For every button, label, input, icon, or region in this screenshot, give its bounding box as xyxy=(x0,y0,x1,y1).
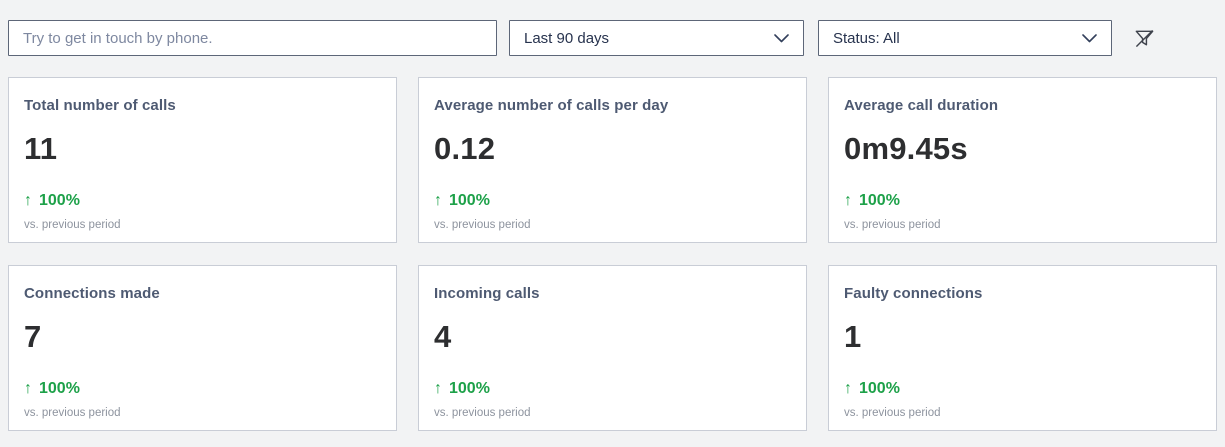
stat-card-avg-calls-per-day: Average number of calls per day 0.12 ↑ 1… xyxy=(418,77,807,243)
trend-up-arrow-icon: ↑ xyxy=(24,380,32,397)
stat-card-total-calls: Total number of calls 11 ↑ 100% vs. prev… xyxy=(8,77,397,243)
trend-percent: 100% xyxy=(859,192,900,209)
card-trend: ↑ 100% xyxy=(844,380,1200,398)
card-title: Faulty connections xyxy=(844,285,983,302)
trend-up-arrow-icon: ↑ xyxy=(844,380,852,397)
card-trend: ↑ 100% xyxy=(434,380,790,398)
comparison-label: vs. previous period xyxy=(844,407,941,419)
comparison-label: vs. previous period xyxy=(24,407,121,419)
stats-card-grid: Total number of calls 11 ↑ 100% vs. prev… xyxy=(8,77,1217,431)
trend-percent: 100% xyxy=(449,380,490,397)
card-title: Connections made xyxy=(24,285,160,302)
stat-card-connections-made: Connections made 7 ↑ 100% vs. previous p… xyxy=(8,265,397,431)
trend-percent: 100% xyxy=(39,192,80,209)
stat-card-avg-call-duration: Average call duration 0m9.45s ↑ 100% vs.… xyxy=(828,77,1217,243)
card-title: Average call duration xyxy=(844,97,999,114)
chevron-down-icon xyxy=(774,33,789,42)
status-value: Status: All xyxy=(833,29,900,47)
clear-filters-button[interactable] xyxy=(1129,23,1159,53)
card-value: 1 xyxy=(844,319,862,354)
trend-percent: 100% xyxy=(449,192,490,209)
filter-bar: Last 90 days Status: All xyxy=(8,20,1217,56)
chevron-down-icon xyxy=(1082,33,1097,42)
card-title: Total number of calls xyxy=(24,97,176,114)
search-input[interactable] xyxy=(8,20,497,56)
card-value: 0m9.45s xyxy=(844,131,968,166)
date-range-dropdown[interactable]: Last 90 days xyxy=(509,20,804,56)
card-title: Average number of calls per day xyxy=(434,97,669,114)
card-value: 4 xyxy=(434,319,452,354)
comparison-label: vs. previous period xyxy=(24,219,121,231)
card-title: Incoming calls xyxy=(434,285,540,302)
stat-card-incoming-calls: Incoming calls 4 ↑ 100% vs. previous per… xyxy=(418,265,807,431)
card-trend: ↑ 100% xyxy=(844,192,1200,210)
status-dropdown[interactable]: Status: All xyxy=(818,20,1112,56)
card-value: 7 xyxy=(24,319,42,354)
trend-up-arrow-icon: ↑ xyxy=(844,192,852,209)
card-trend: ↑ 100% xyxy=(434,192,790,210)
date-range-value: Last 90 days xyxy=(524,29,610,47)
trend-up-arrow-icon: ↑ xyxy=(434,380,442,397)
card-value: 11 xyxy=(24,131,58,166)
filter-off-icon xyxy=(1135,29,1153,47)
comparison-label: vs. previous period xyxy=(844,219,941,231)
trend-percent: 100% xyxy=(859,380,900,397)
trend-up-arrow-icon: ↑ xyxy=(24,192,32,209)
trend-up-arrow-icon: ↑ xyxy=(434,192,442,209)
trend-percent: 100% xyxy=(39,380,80,397)
stat-card-faulty-connections: Faulty connections 1 ↑ 100% vs. previous… xyxy=(828,265,1217,431)
comparison-label: vs. previous period xyxy=(434,407,531,419)
card-trend: ↑ 100% xyxy=(24,380,380,398)
comparison-label: vs. previous period xyxy=(434,219,531,231)
card-value: 0.12 xyxy=(434,131,496,166)
card-trend: ↑ 100% xyxy=(24,192,380,210)
